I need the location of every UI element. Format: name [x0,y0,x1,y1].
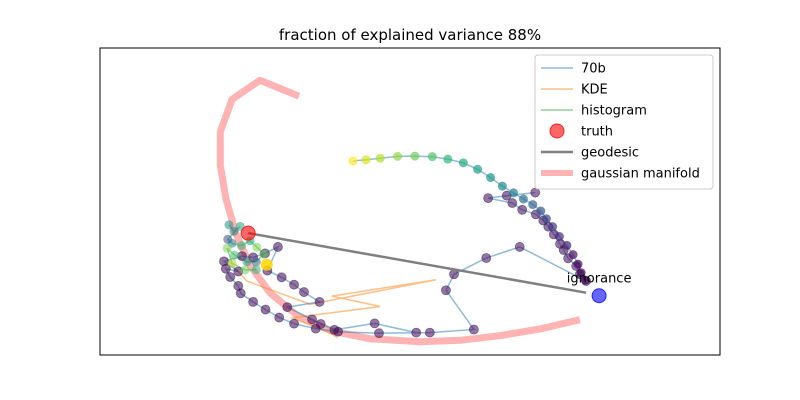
upper-trajectory-point [443,154,453,164]
upper-trajectory-point [393,151,403,161]
upper-trajectory-point [554,231,564,241]
70b-point [248,296,259,307]
upper-trajectory-point [486,173,496,183]
70b-point [282,302,293,313]
histogram-point [240,265,250,275]
histogram-point [242,257,252,267]
geodesic-line [247,231,587,294]
70b-point [307,314,317,325]
70b-point [441,285,451,296]
histogram-point [222,243,232,253]
truth-marker [240,225,256,241]
70b-point [225,272,236,282]
70b-point [315,319,326,329]
upper-trajectory-point [580,275,590,285]
legend-label-histogram: histogram [581,104,647,119]
70b-point [374,328,384,339]
70b-point [424,327,435,338]
70b-point [289,279,299,290]
upper-trajectory-point [473,164,483,174]
upper-trajectory-point [576,268,586,278]
upper-trajectory-point [348,156,358,166]
70b-point [514,242,525,252]
histogram-endpoint-marker [260,258,273,271]
70b-point [507,198,518,208]
upper-trajectory-point [497,181,507,191]
upper-trajectory-point [458,158,468,168]
legend-label-KDE: KDE [581,83,608,98]
upper-trajectory-point [509,188,519,198]
70b-point [481,253,492,263]
70b-point [273,242,283,252]
70b-point [233,281,244,291]
70b-point [517,204,528,215]
legend-swatch-truth [549,123,565,139]
70b-point [274,312,285,323]
upper-trajectory-point [562,240,572,250]
histogram-point [227,258,237,268]
histogram-point [251,265,261,275]
70b-point [411,327,422,338]
upper-trajectory-point [410,151,420,161]
upper-trajectory-point [375,153,385,163]
legend-box [534,54,714,190]
chart-title: fraction of explained variance 88% [279,26,541,44]
axes-frame [99,47,721,356]
70b-point [276,272,287,283]
ignorance-marker [591,288,607,304]
histogram-point [236,241,246,251]
upper-trajectory-point [518,194,528,204]
upper-trajectory-point [568,250,578,260]
histogram-point [259,249,269,259]
upper-trajectory-point [536,206,546,216]
70b-point [468,324,479,335]
70b-point [299,287,309,297]
upper-trajectory-point [427,152,437,162]
70b-point [483,193,494,204]
histogram-point [251,257,261,267]
annotation-text: ignorance [567,272,632,287]
histogram-point [224,220,234,230]
histogram-point [229,226,239,236]
legend-label-truth: truth [581,125,613,140]
upper-trajectory-point [361,155,371,165]
upper-trajectory-point [548,222,558,232]
70b-point [260,304,271,315]
70b-point [369,318,380,329]
legend-label-70b: 70b [581,62,606,77]
plot-area: ignorance [216,76,632,346]
upper-trajectory-point [573,259,583,269]
gaussian-manifold-line [216,76,581,346]
histogram-point [230,250,240,260]
70b-point [289,318,299,329]
70b-point [219,256,229,267]
70b-point [314,296,325,307]
70b-point [329,324,340,335]
legend: 70b KDE histogram truth geodesic gaussian man… [534,54,714,190]
legend-label-gaussian-manifold: gaussian manifold [581,167,700,182]
upper-trajectory-point [528,200,538,210]
histogram-point [252,242,262,252]
legend-label-geodesic: geodesic [581,146,639,161]
upper-trajectory-point [541,214,551,224]
